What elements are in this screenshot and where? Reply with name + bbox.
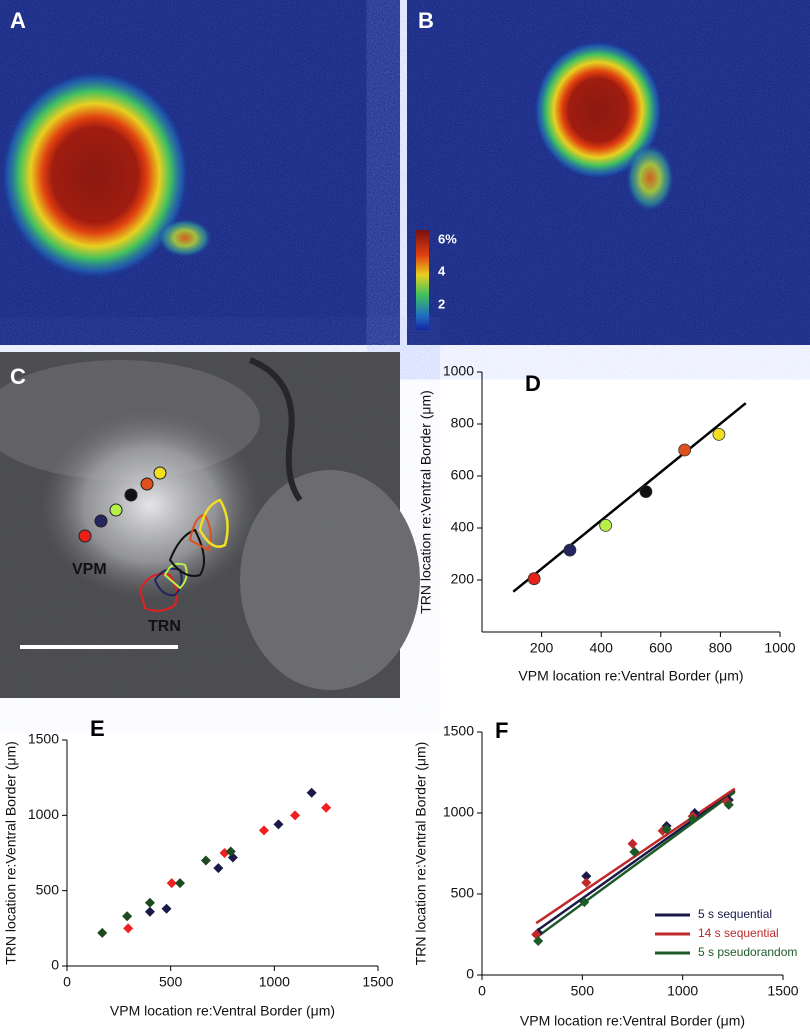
x-axis-label: VPM location re:Ventral Border (μm)	[520, 1013, 745, 1029]
image-panel-b: B 6% 4 2	[407, 0, 810, 345]
point	[258, 825, 269, 836]
panel-letter: A	[10, 8, 26, 33]
point	[144, 897, 155, 908]
point	[687, 814, 698, 825]
point	[723, 799, 734, 810]
y-tick-label: 800	[451, 415, 475, 431]
y-axis-label: TRN location re:Ventral Border (μm)	[3, 741, 19, 965]
point	[161, 903, 172, 914]
point	[629, 846, 640, 857]
point	[321, 802, 332, 813]
y-tick-label: 500	[451, 885, 475, 901]
y-tick-label: 1000	[443, 804, 474, 820]
y-tick-label: 400	[451, 519, 475, 535]
point	[225, 846, 236, 857]
point	[200, 855, 211, 866]
y-axis-label: TRN location re:Ventral Border (μm)	[413, 742, 429, 966]
region-label: TRN	[148, 618, 181, 635]
point	[273, 819, 284, 830]
x-tick-label: 400	[590, 640, 614, 656]
point	[290, 810, 301, 821]
y-tick-label: 0	[51, 957, 59, 973]
point	[166, 878, 177, 889]
x-tick-label: 1500	[362, 974, 393, 990]
point	[678, 443, 692, 457]
point	[527, 572, 541, 586]
panel-letter: D	[525, 371, 541, 396]
legend-label: 14 s sequential	[698, 926, 779, 940]
point	[563, 543, 577, 557]
x-tick-label: 500	[571, 983, 595, 999]
point	[639, 485, 653, 499]
fit-line	[535, 789, 736, 933]
colorbar-label: 4	[438, 263, 446, 278]
point	[533, 935, 544, 946]
x-axis-label: VPM location re:Ventral Border (μm)	[518, 668, 743, 684]
y-tick-label: 1000	[28, 806, 59, 822]
y-tick-label: 1500	[443, 723, 474, 739]
fit-line	[537, 790, 736, 938]
x-tick-label: 1500	[767, 983, 798, 999]
point	[306, 787, 317, 798]
y-tick-label: 600	[451, 467, 475, 483]
image-panel-c: C VPM TRN	[0, 352, 420, 698]
x-axis-label: VPM location re:Ventral Border (μm)	[110, 1003, 335, 1019]
x-tick-label: 0	[63, 974, 71, 990]
point	[581, 871, 592, 882]
chart: 200 400 600 800 1000 200 400 600 800 1000 VPM loca…	[418, 363, 796, 684]
point	[123, 923, 134, 934]
legend-label: 5 s pseudorandom	[698, 945, 797, 959]
point	[213, 863, 224, 874]
x-tick-label: 500	[159, 974, 183, 990]
chart: 0 500 1000 1500 0 500 1000 1500 VPM location re:…	[413, 718, 799, 1029]
legend-label: 5 s sequential	[698, 907, 772, 921]
x-tick-label: 800	[709, 640, 733, 656]
y-tick-label: 500	[36, 881, 60, 897]
x-tick-label: 1000	[764, 640, 795, 656]
y-tick-label: 1000	[443, 363, 474, 379]
point	[581, 877, 592, 888]
point	[712, 427, 726, 441]
fit-line	[535, 787, 736, 925]
image-panel-a: A	[0, 0, 400, 345]
point	[661, 824, 672, 835]
y-tick-label: 200	[451, 571, 475, 587]
x-tick-label: 1000	[259, 974, 290, 990]
x-tick-label: 0	[478, 983, 486, 999]
x-tick-label: 1000	[667, 983, 698, 999]
point	[97, 927, 108, 938]
region-label: VPM	[72, 561, 107, 578]
point	[579, 897, 590, 908]
point	[122, 911, 133, 922]
point	[599, 519, 613, 532]
colorbar-label: 2	[438, 296, 445, 311]
y-tick-label: 0	[466, 966, 474, 982]
x-tick-label: 200	[530, 640, 554, 656]
fit-line	[512, 402, 747, 593]
panel-letter: F	[495, 718, 508, 743]
point	[174, 878, 185, 889]
panel-letter: B	[418, 8, 434, 33]
colorbar-label: 6%	[438, 231, 457, 246]
panel-letter: C	[10, 364, 26, 389]
x-tick-label: 600	[649, 640, 673, 656]
point	[144, 906, 155, 917]
chart: 0 500 1000 1500 0 500 1000 1500 VPM location re:…	[3, 716, 394, 1019]
point	[627, 838, 638, 849]
panel-letter: E	[90, 716, 105, 741]
y-axis-label: TRN location re:Ventral Border (μm)	[418, 390, 434, 614]
y-tick-label: 1500	[28, 731, 59, 747]
